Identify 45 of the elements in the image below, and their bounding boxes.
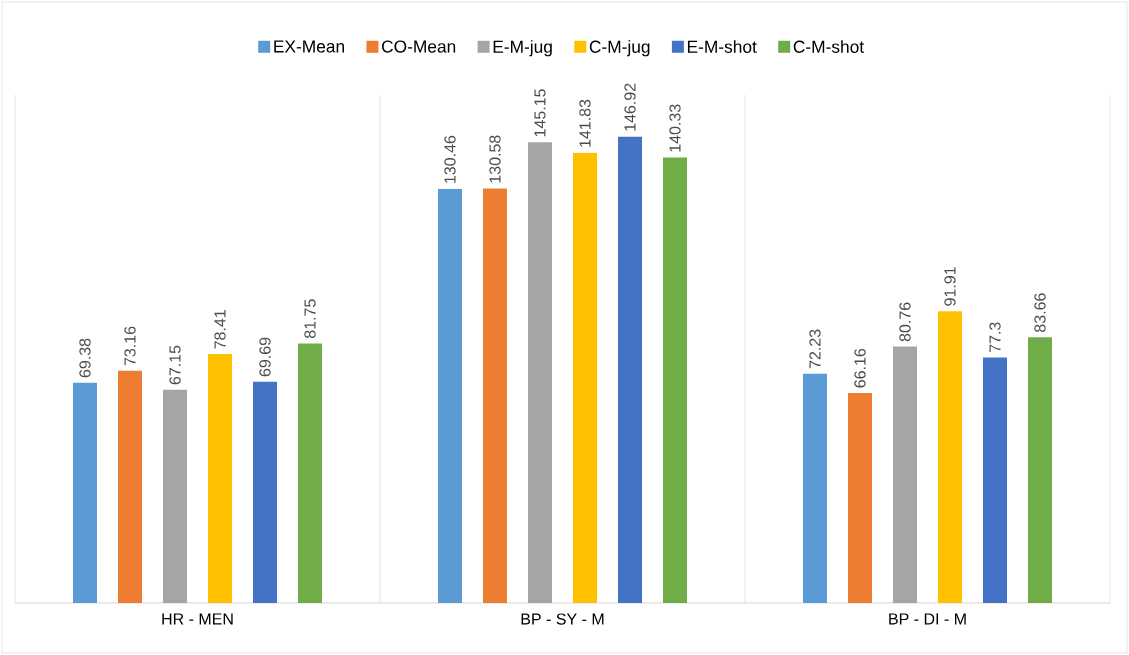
data-label: 146.92 bbox=[624, 83, 636, 131]
data-label: 78.41 bbox=[214, 310, 226, 349]
bar bbox=[1028, 337, 1052, 603]
bar bbox=[208, 354, 232, 603]
data-label: 69.69 bbox=[259, 337, 271, 377]
legend-label: CO-Mean bbox=[382, 40, 456, 53]
bar bbox=[118, 370, 142, 603]
legend-label: E-M-jug bbox=[493, 40, 552, 57]
x-tick-label: BP - DI - M bbox=[889, 613, 966, 625]
legend-label: E-M-shot bbox=[687, 40, 757, 53]
bar bbox=[73, 382, 97, 603]
data-label: 130.46 bbox=[444, 135, 456, 183]
x-tick-label: HR - MEN bbox=[162, 613, 233, 625]
data-label: 81.75 bbox=[304, 299, 316, 339]
legend-label: C-M-jug bbox=[589, 40, 650, 57]
data-label: 80.76 bbox=[899, 302, 911, 342]
bar bbox=[663, 157, 687, 603]
bar bbox=[438, 188, 462, 603]
data-label: 145.15 bbox=[534, 89, 546, 137]
bar bbox=[483, 188, 507, 603]
data-label: 67.15 bbox=[169, 345, 181, 385]
bar bbox=[803, 373, 827, 603]
data-label: 66.16 bbox=[854, 348, 866, 388]
data-label: 91.91 bbox=[944, 267, 956, 306]
bar bbox=[573, 152, 597, 603]
data-label: 77.3 bbox=[989, 322, 1001, 353]
bar bbox=[618, 136, 642, 603]
x-tick-label: BP - SY - M bbox=[521, 613, 604, 625]
data-label: 140.33 bbox=[669, 104, 681, 152]
bar bbox=[163, 389, 187, 603]
legend-label: C-M-shot bbox=[793, 40, 864, 53]
bar bbox=[253, 381, 278, 603]
legend-label: EX-Mean bbox=[274, 40, 344, 53]
bar bbox=[893, 346, 917, 603]
bar bbox=[298, 343, 323, 603]
bar bbox=[528, 142, 552, 603]
data-label: 73.16 bbox=[124, 326, 136, 366]
bar bbox=[938, 311, 962, 603]
bar bbox=[983, 357, 1007, 603]
data-label: 69.38 bbox=[79, 338, 91, 378]
data-label: 141.83 bbox=[579, 99, 591, 147]
bar bbox=[848, 392, 872, 603]
data-label: 83.66 bbox=[1034, 293, 1046, 332]
data-label: 130.58 bbox=[489, 135, 501, 183]
data-label: 72.23 bbox=[809, 329, 821, 369]
